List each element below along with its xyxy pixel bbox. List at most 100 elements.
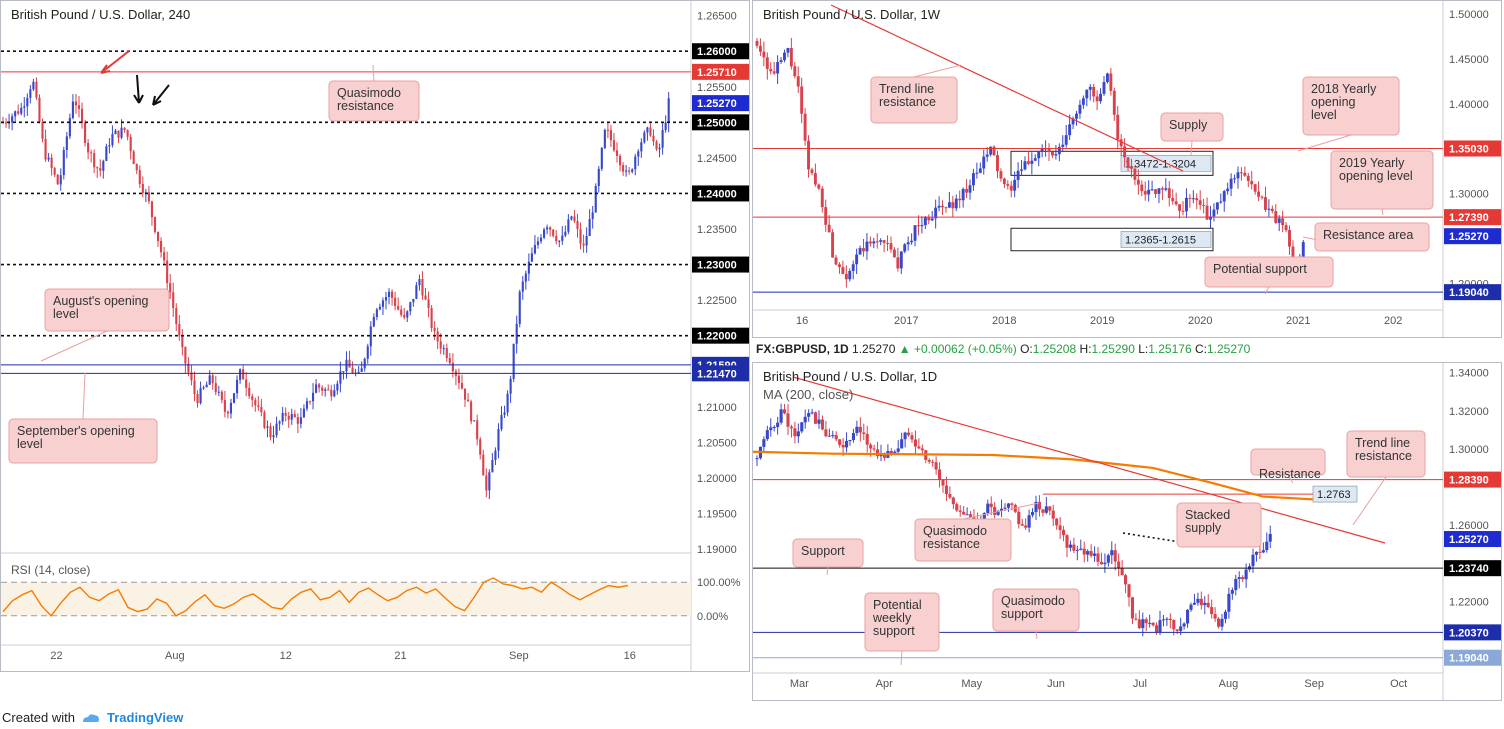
candle-body	[820, 419, 824, 430]
candle-body	[606, 129, 609, 131]
trendline-callout-pointer	[1352, 476, 1387, 526]
candle-body	[937, 205, 941, 208]
candle-body	[841, 267, 845, 274]
candle-body	[917, 225, 920, 227]
footer: Created with TradingView	[2, 710, 183, 725]
candle-body	[776, 62, 780, 74]
y-tick-label: 1.45000	[1449, 54, 1489, 66]
candle-body	[445, 348, 448, 359]
candle-body	[941, 205, 944, 208]
candle-body	[515, 323, 518, 344]
candle-body	[105, 146, 108, 161]
weekly-chart-panel[interactable]: 1.500001.450001.400001.350001.300001.250…	[752, 0, 1502, 338]
candle-body	[1065, 535, 1069, 548]
candle-body	[159, 240, 163, 253]
candle-body	[664, 122, 667, 130]
support-callout-pointer	[826, 566, 829, 576]
candle-body	[954, 198, 958, 209]
trendline-callout-text: resistance	[879, 95, 936, 109]
candle-body	[1141, 619, 1145, 629]
candle-body	[838, 439, 842, 445]
candle-body	[896, 448, 900, 452]
h4-chart-panel[interactable]: 1.26500 1.25500 1.24500 1.23500 1.22500 1.210…	[0, 0, 750, 672]
candle-body	[74, 101, 78, 106]
candle-body	[934, 207, 938, 219]
candle-body	[1031, 512, 1035, 516]
candle-body	[23, 106, 26, 108]
candle-body	[892, 249, 896, 258]
ohlc-readout: FX:GBPUSD, 1D 1.25270 ▲ +0.00062 (+0.05%…	[756, 342, 1251, 356]
candle-body	[1041, 509, 1045, 513]
candle-body	[1186, 609, 1190, 624]
candle-body	[384, 297, 388, 301]
quasimodo-callout-text: resistance	[337, 99, 394, 113]
candle-body	[561, 235, 564, 241]
candle-body	[512, 343, 515, 379]
candle-body	[862, 248, 865, 252]
candle-body	[1264, 197, 1267, 210]
candle-body	[652, 135, 655, 142]
candle-body	[875, 241, 879, 243]
candle-body	[769, 427, 773, 431]
candle-body	[299, 417, 302, 424]
candle-body	[1254, 551, 1259, 555]
zone-label-box	[1120, 231, 1212, 248]
candle-body	[1284, 225, 1288, 231]
candle-body	[796, 431, 800, 437]
candle-body	[913, 225, 917, 241]
candle-body	[1219, 201, 1223, 203]
price-level-label: 1.19040	[1449, 653, 1489, 665]
candle-body	[549, 227, 552, 230]
ohlc-price: 1.25270	[852, 342, 896, 356]
candle-body	[488, 472, 491, 491]
price-level-tag	[692, 365, 749, 382]
candle-body	[1126, 157, 1130, 167]
candle-body	[476, 420, 479, 440]
candle-body	[975, 172, 979, 174]
candle-body	[769, 68, 773, 72]
candle-body	[876, 449, 880, 457]
candle-body	[944, 207, 948, 209]
potential-weekly-callout-box	[864, 592, 940, 652]
candle-body	[117, 130, 120, 138]
candle-body	[345, 359, 348, 372]
candle-body	[457, 375, 461, 384]
candle-body	[1236, 172, 1240, 179]
candle-body	[824, 429, 828, 437]
candle-body	[1243, 172, 1247, 176]
rsi-line	[2, 577, 629, 617]
price-level-label: 1.27390	[1449, 212, 1489, 224]
candle-body	[1253, 184, 1257, 192]
candle-body	[1172, 619, 1176, 630]
candle-body	[166, 260, 169, 284]
daily-chart-panel[interactable]: 1.34000 1.32000 1.30000 1.26000 1.22000 Mar Ap…	[752, 362, 1502, 701]
candle-body	[1089, 551, 1093, 556]
candle-body	[972, 517, 976, 520]
resistance-callout-text: Resistance	[1259, 467, 1321, 481]
candle-body	[631, 169, 634, 172]
yearly-2019-callout-text: opening level	[1339, 169, 1413, 183]
candle-body	[1047, 148, 1051, 153]
candle-body	[855, 426, 859, 434]
candle-body	[889, 451, 893, 455]
candle-body	[762, 51, 766, 58]
candle-body	[1099, 93, 1103, 102]
candle-body	[612, 140, 616, 151]
y-tick-label: 1.23500	[697, 224, 737, 236]
candle-body	[1281, 218, 1285, 226]
x-tick-label: 2021	[1286, 315, 1310, 327]
potential-support-callout-box	[1204, 256, 1334, 288]
candle-body	[886, 242, 890, 244]
candle-body	[397, 306, 400, 310]
quasimodo-support-callout-text: Quasimodo	[1001, 594, 1065, 608]
candle-body	[1244, 569, 1248, 580]
candle-body	[1257, 191, 1261, 197]
candle-body	[90, 152, 93, 154]
candle-body	[913, 439, 918, 447]
price-level-tag	[1444, 560, 1501, 577]
candle-body	[220, 391, 223, 400]
candle-body	[555, 235, 558, 242]
candle-body	[1088, 86, 1092, 90]
candle-body	[1054, 154, 1058, 156]
price-level-tag	[692, 95, 749, 112]
